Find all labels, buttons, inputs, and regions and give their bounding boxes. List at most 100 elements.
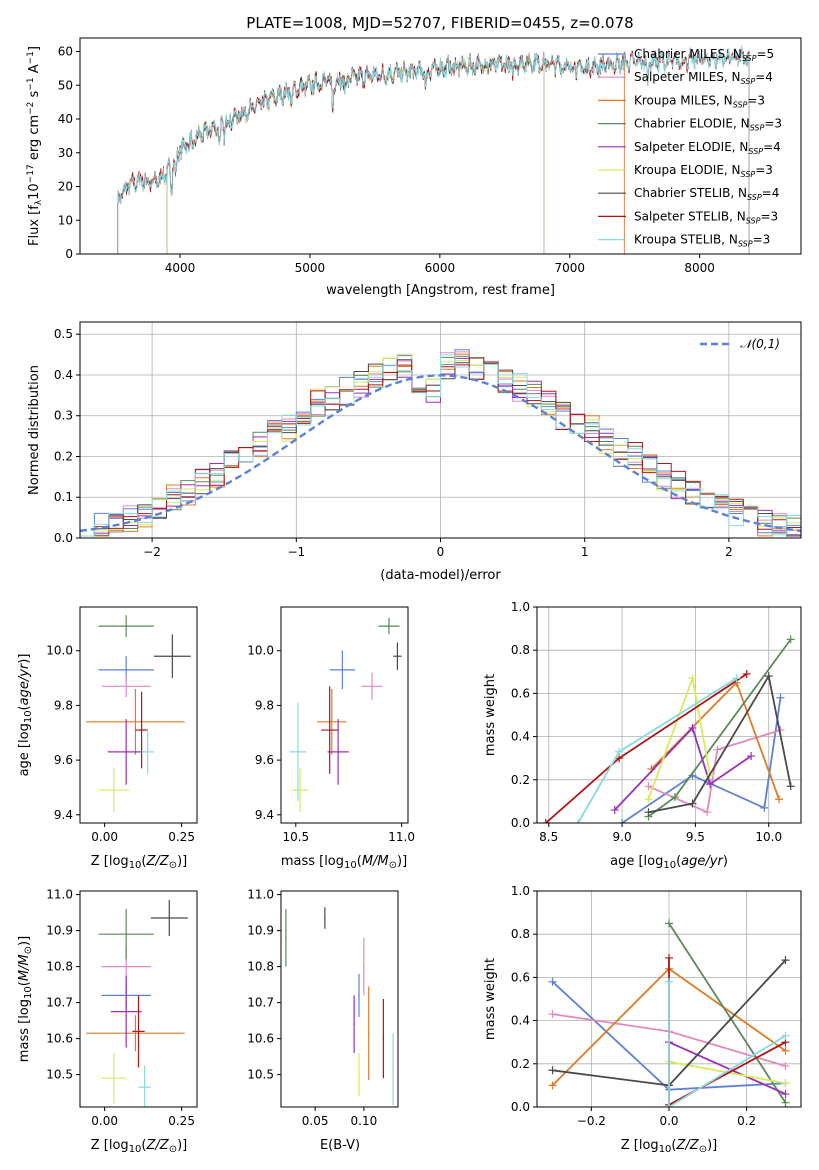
spectrum-ylabel-p7: −1 xyxy=(26,77,36,90)
residuals-xtick-label-3: 1 xyxy=(581,545,589,559)
massweight-vs-age-plot-area xyxy=(541,635,795,823)
massZ-ylabel-sub10: 10 xyxy=(23,986,34,999)
massweight-vs-age-series-0-marker-2 xyxy=(760,803,769,812)
mass-vs-Z-ytick-label-3: 10.8 xyxy=(46,960,73,974)
legend-label-val-3: =3 xyxy=(764,117,782,131)
massZ-xlabel-close: )] xyxy=(177,1138,187,1153)
legend-label-base-5: Kroupa ELODIE, N xyxy=(634,163,741,177)
mass-vs-Z-point-2 xyxy=(134,1032,137,1034)
mass-vs-EBV-ytick-label-4: 10.9 xyxy=(247,924,274,938)
massZ-ylabel-unitsub: ⊙ xyxy=(23,946,34,954)
residuals-ylabel: Normed distribution xyxy=(27,365,42,495)
massweight-vs-age-ytick-label-5: 1.0 xyxy=(511,600,530,614)
massweight-vs-Z-series-2-marker-0 xyxy=(548,1081,557,1090)
mass-vs-Z-frame xyxy=(79,890,198,1108)
age-vs-Z-xtick-label-1: 0.25 xyxy=(168,830,195,844)
ageM-xlabel-unitsub: ⊙ xyxy=(389,860,397,871)
legend-label-val-2: =3 xyxy=(747,93,765,107)
age-vs-Z-ticks: 0.00 0.259.49.69.810.0Z [log10(Z/Z⊙)]age … xyxy=(17,606,198,871)
age-vs-Z-ytick-label-1: 9.6 xyxy=(54,753,73,767)
massweight-vs-Z-series-8-marker-1 xyxy=(665,1103,673,1107)
mwAge-ylabel: mass weight xyxy=(483,674,498,756)
massweight-vs-age-series-5-marker-0 xyxy=(644,795,653,804)
massweight-vs-age-series-5-marker-1 xyxy=(688,674,697,683)
mass-vs-EBV-point-0 xyxy=(358,994,360,997)
massweight-vs-age-ytick-label-3: 0.6 xyxy=(511,686,530,700)
legend-label-4: Salpeter ELODIE, NSSP=4 xyxy=(634,140,781,156)
ageZ-ylabel-sub10: 10 xyxy=(23,710,34,723)
age-vs-Z-ytick-label-3: 10.0 xyxy=(46,644,73,658)
massZ-ylabel-close: )] xyxy=(17,936,32,946)
massweight-vs-age-series-6 xyxy=(648,673,792,814)
mass-vs-Z-point-7 xyxy=(137,1030,140,1033)
massweight-vs-age-ytick-label-0: 0.0 xyxy=(511,816,530,830)
mass-vs-EBV-point-6 xyxy=(324,917,326,919)
massweight-vs-age-series-6-marker-0 xyxy=(644,808,653,817)
spectrum-ticks: 4000 5000 6000 7000 8000 0 10 20 30 40 50 60 wavelen… xyxy=(26,37,802,298)
ageZ-xlabel-sub10: 10 xyxy=(129,860,142,871)
spectrum-ytick-label-4: 40 xyxy=(58,112,73,126)
residuals-ytick-label-2: 0.2 xyxy=(54,449,73,463)
massweight-vs-age-series-8-marker-1 xyxy=(615,747,624,756)
massweight-vs-Z-series-1-marker-2 xyxy=(781,1061,790,1070)
massweight-vs-age-series-6-marker-2 xyxy=(764,672,773,681)
age-vs-Z-point-7 xyxy=(140,729,143,731)
mwAge-xlabel-prefix: age [log xyxy=(610,854,663,869)
age-vs-mass-point-3 xyxy=(388,625,390,627)
massweight-vs-Z-ytick-label-1: 0.2 xyxy=(511,1057,530,1071)
massweight-vs-age-series-3-marker-1 xyxy=(670,793,679,802)
mwAge-xlabel-unit: age/yr xyxy=(681,854,724,869)
residuals-ticks: −2 −1 0 1 2 0.0 0.1 0.2 0.3 0.4 0.5 𝒩(0,1) (data-mod… xyxy=(27,321,802,583)
residuals-xtick-label-1: −1 xyxy=(287,545,305,559)
legend-label-8: Kroupa STELIB, NSSP=3 xyxy=(634,233,770,249)
ageZ-ylabel-paren: ( xyxy=(17,705,32,710)
mass-vs-Z-point-5 xyxy=(113,1077,115,1079)
age-vs-Z-ytick-label-0: 9.4 xyxy=(54,808,73,822)
mass-vs-EBV-point-7 xyxy=(382,1037,385,1040)
mwZ-xlabel-prefix: Z [log xyxy=(621,1138,659,1153)
massweight-vs-Z-xtick-label-0: −0.2 xyxy=(577,1114,606,1128)
spectrum-ytick-label-0: 0 xyxy=(65,247,73,261)
massweight-vs-age-series-0-marker-0 xyxy=(618,819,627,823)
massweight-vs-age-series-1-marker-0 xyxy=(644,782,653,791)
legend-label-sub-0: SSP xyxy=(742,54,757,63)
massweight-vs-age-series-2-marker-2 xyxy=(775,795,783,804)
mass-vs-Z-ytick-label-1: 10.6 xyxy=(46,1032,73,1046)
massweight-vs-Z-series-7-marker-0 xyxy=(665,953,673,962)
massweight-vs-age-series-4-marker-3 xyxy=(747,752,756,761)
residuals-xtick-label-4: 2 xyxy=(725,545,733,559)
age-vs-mass-point-6 xyxy=(396,655,399,658)
legend-label-val-1: =4 xyxy=(755,70,773,84)
legend-label-6: Chabrier STELIB, NSSP=4 xyxy=(634,186,779,202)
massZ-xlabel: Z [log10(Z/Z⊙)] xyxy=(91,1138,188,1155)
mwAge-xlabel: age [log10(age/yr) xyxy=(610,854,728,871)
massweight-vs-age-series-3-marker-2 xyxy=(786,635,795,644)
age-vs-mass-point-4 xyxy=(337,751,339,753)
ageZ-ylabel-unit: age/yr xyxy=(17,662,32,705)
mass-vs-Z-xtick-label-0: 0.00 xyxy=(91,1114,118,1128)
mass-vs-Z-plot-area xyxy=(86,900,188,1107)
ageM-xlabel-close: )] xyxy=(397,854,407,869)
age-vs-Z-plot-area xyxy=(86,615,191,813)
spectrum-xtick-label-3: 7000 xyxy=(554,261,585,275)
massweight-vs-Z-series-5-marker-1 xyxy=(781,1079,790,1088)
mass-vs-Z-ytick-label-5: 11.0 xyxy=(46,888,73,902)
massweight-vs-age-ticks: 8.5 9.0 9.5 10.0 0.0 0.2 0.4 0.6 0.8 1.0 age [log1… xyxy=(483,600,802,871)
mass-vs-EBV-ytick-label-2: 10.7 xyxy=(247,996,274,1010)
massweight-vs-age-xtick-label-3: 10.0 xyxy=(755,830,782,844)
massweight-vs-Z-series-3 xyxy=(668,922,787,1104)
massweight-vs-Z-series-6-marker-2 xyxy=(781,956,790,965)
spectrum-ylabel-p8: A xyxy=(27,64,42,77)
ageZ-ylabel: age [log10(age/yr)] xyxy=(17,654,34,777)
mass-vs-Z-ytick-label-0: 10.5 xyxy=(46,1068,73,1082)
massweight-vs-age-series-6-marker-3 xyxy=(786,782,795,791)
age-vs-Z-point-8 xyxy=(146,751,149,753)
age-vs-Z-point-2 xyxy=(134,721,137,723)
age-vs-Z-ytick-label-2: 9.8 xyxy=(54,698,73,712)
mwZ-ylabel: mass weight xyxy=(483,958,498,1040)
legend-label-5: Kroupa ELODIE, NSSP=3 xyxy=(634,163,773,179)
age-vs-Z-point-5 xyxy=(113,789,115,791)
mass-vs-EBV-point-3 xyxy=(285,937,287,939)
mass-vs-Z-point-1 xyxy=(125,965,127,968)
